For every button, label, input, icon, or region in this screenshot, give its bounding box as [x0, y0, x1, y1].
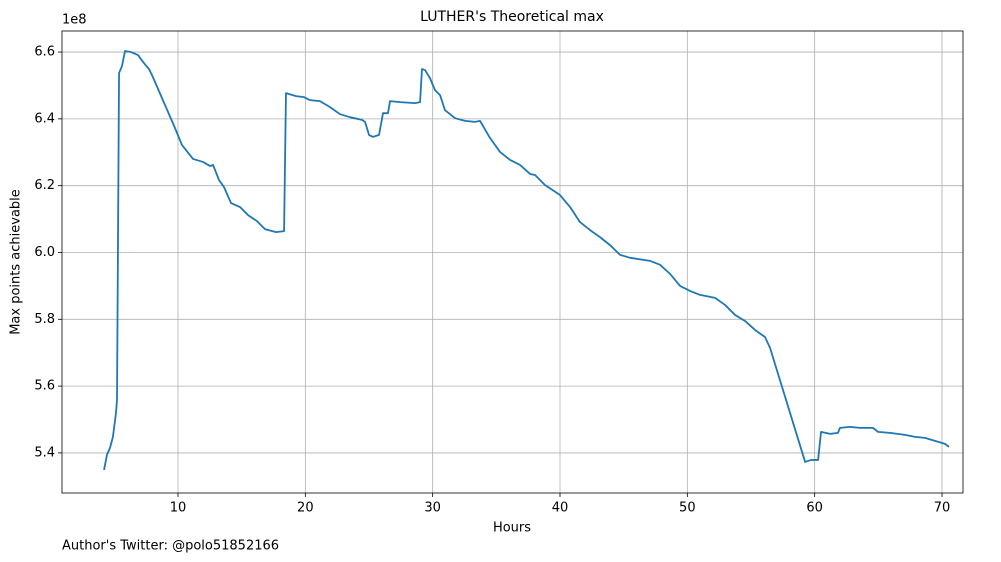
y-offset-label: 1e8 — [62, 13, 87, 28]
plot-frame — [61, 30, 964, 494]
x-tick-label: 50 — [679, 501, 696, 516]
x-tick-label: 10 — [170, 501, 187, 516]
x-tick-label: 40 — [552, 501, 569, 516]
x-tick-label: 30 — [424, 501, 441, 516]
y-tick-label: 6.4 — [34, 111, 55, 126]
y-tick-label: 5.6 — [34, 379, 55, 394]
data-line — [103, 50, 950, 471]
x-tick-label: 20 — [297, 501, 314, 516]
y-tick-label: 5.8 — [34, 312, 55, 327]
y-tick-label: 6.0 — [34, 245, 55, 260]
x-tick-label: 70 — [934, 501, 951, 516]
x-axis-label: Hours — [493, 521, 531, 536]
x-tick-label: 60 — [806, 501, 823, 516]
y-tick-label: 6.6 — [34, 45, 55, 60]
y-tick-label: 6.2 — [34, 178, 55, 193]
chart-title: LUTHER's Theoretical max — [420, 9, 604, 25]
footnote: Author's Twitter: @polo51852166 — [62, 539, 279, 554]
y-axis-label: Max points achievable — [9, 189, 24, 335]
y-tick-label: 5.4 — [34, 445, 55, 460]
